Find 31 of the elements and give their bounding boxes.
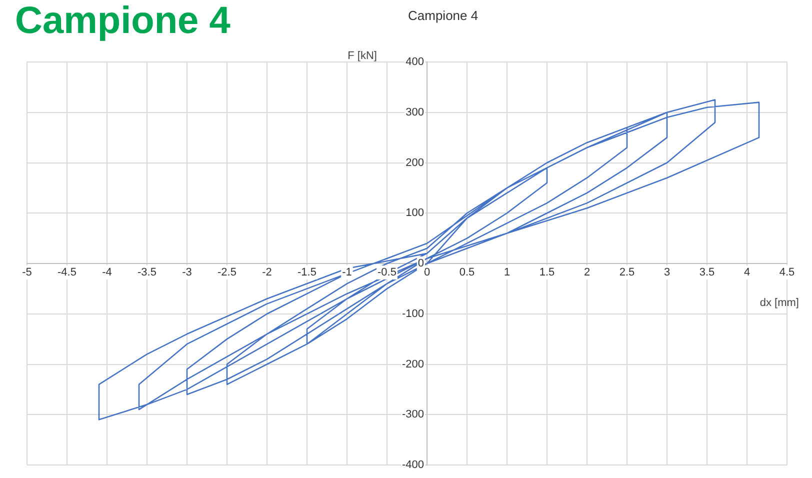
- y-tick-label: 0: [418, 258, 424, 270]
- x-tick-label: -3.5: [138, 266, 156, 279]
- x-tick-label: 4: [744, 266, 750, 279]
- x-tick-label: -4.5: [58, 266, 76, 279]
- y-tick-label: -400: [402, 459, 424, 472]
- y-axis-title: F [kN]: [348, 50, 377, 62]
- x-tick-label: 1: [504, 266, 510, 279]
- x-tick-label: 4.5: [779, 266, 795, 279]
- x-tick-label: 2: [584, 266, 590, 279]
- x-tick-label: -5: [22, 266, 32, 279]
- x-tick-label: -2.5: [218, 266, 236, 279]
- x-tick-label: 3.5: [699, 266, 715, 279]
- x-tick-label: -1: [342, 266, 352, 279]
- x-tick-label: -3: [182, 266, 192, 279]
- x-tick-label: -4: [102, 266, 112, 279]
- y-tick-label: 400: [406, 56, 424, 68]
- x-tick-label: 3: [664, 266, 670, 279]
- y-tick-label: 100: [406, 207, 424, 220]
- y-tick-label: -200: [402, 358, 424, 370]
- x-axis-title: dx [mm]: [760, 297, 799, 310]
- chart-subtitle: Campione 4: [408, 8, 478, 23]
- y-tick-label: -300: [402, 408, 424, 421]
- y-tick-label: 300: [406, 106, 424, 118]
- x-tick-label: 1.5: [539, 266, 555, 279]
- x-tick-label: 0.5: [459, 266, 475, 279]
- y-tick-label: 200: [406, 156, 424, 169]
- y-tick-label: -100: [402, 308, 424, 320]
- x-tick-label: -2: [262, 266, 272, 279]
- x-tick-label: -1.5: [298, 266, 316, 279]
- x-tick-label: 2.5: [619, 266, 635, 279]
- chart-title: Campione 4: [15, 0, 230, 43]
